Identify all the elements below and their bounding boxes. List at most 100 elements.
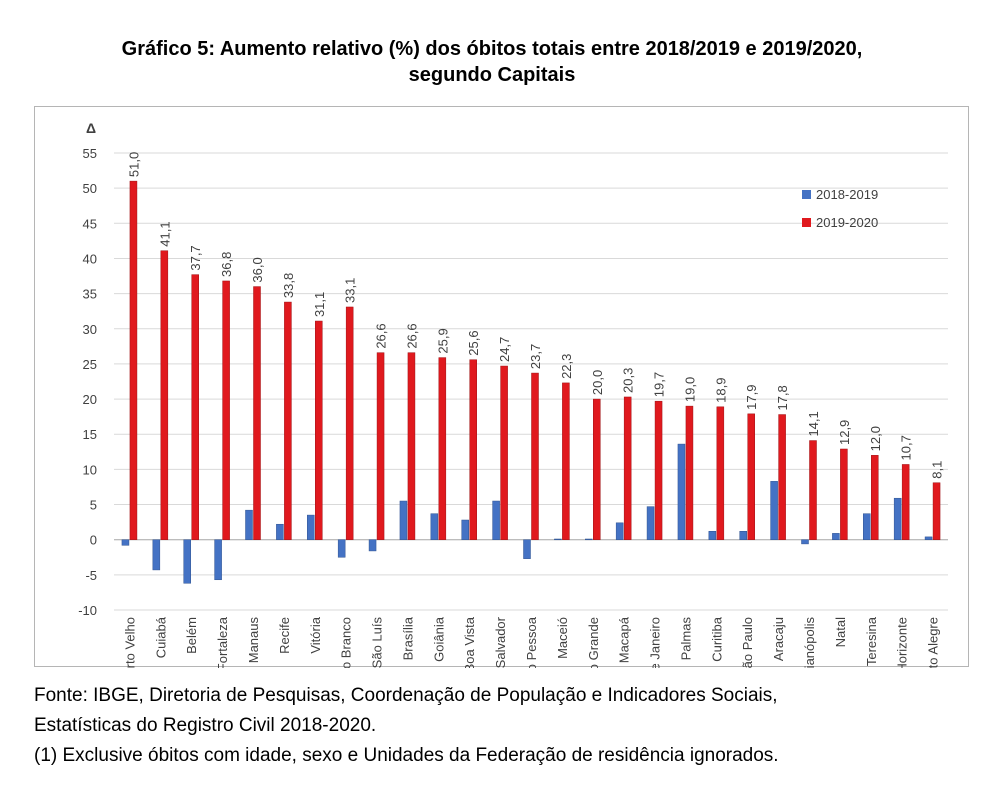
- bar-2019-2020: [562, 382, 570, 540]
- y-tick-label: 20: [83, 392, 97, 407]
- bar-2018-2019: [461, 519, 469, 540]
- data-label: 19,0: [682, 377, 697, 402]
- bar-2019-2020: [160, 250, 169, 540]
- x-tick-label: Boa Vista: [462, 616, 477, 668]
- data-label: 12,9: [837, 420, 852, 445]
- bar-2019-2020: [315, 320, 323, 540]
- x-tick-label: Teresina: [864, 616, 879, 666]
- bar-2018-2019: [801, 539, 809, 545]
- data-label: 12,0: [868, 426, 883, 451]
- chart-title: Gráfico 5: Aumento relativo (%) dos óbit…: [0, 36, 984, 88]
- data-label: 25,9: [435, 328, 450, 353]
- x-tick-label: Curitiba: [709, 616, 724, 662]
- bar-2019-2020: [747, 413, 755, 540]
- bar-2018-2019: [893, 497, 902, 540]
- data-label: 41,1: [157, 221, 172, 246]
- bar-2018-2019: [585, 538, 593, 541]
- x-tick-label: Recife: [277, 617, 292, 654]
- x-tick-label: Belo Horizonte: [895, 617, 910, 668]
- data-label: 22,3: [559, 354, 574, 379]
- bar-2018-2019: [832, 533, 840, 540]
- y-tick-label: 15: [83, 427, 97, 442]
- y-tick-label: 30: [83, 322, 97, 337]
- x-tick-label: Porto Alegre: [926, 617, 941, 668]
- x-tick-label: Maceió: [555, 617, 570, 659]
- bar-2019-2020: [129, 180, 138, 540]
- bar-2019-2020: [438, 357, 447, 540]
- bar-2018-2019: [554, 538, 562, 541]
- bar-2019-2020: [840, 448, 848, 540]
- data-label: 33,8: [281, 273, 296, 298]
- x-tick-label: Brasília: [400, 616, 415, 660]
- data-label: 14,1: [806, 411, 821, 436]
- x-tick-label: Macapá: [617, 616, 632, 663]
- x-tick-label: Palmas: [678, 617, 693, 661]
- data-label: 24,7: [497, 337, 512, 362]
- data-label: 17,9: [744, 385, 759, 410]
- data-label: 51,0: [126, 152, 141, 177]
- data-label: 18,9: [713, 377, 728, 402]
- y-tick-label: 35: [83, 287, 97, 302]
- bar-2019-2020: [654, 400, 663, 540]
- y-tick-label: 40: [83, 251, 97, 266]
- source-note-line-1: Fonte: IBGE, Diretoria de Pesquisas, Coo…: [34, 685, 778, 706]
- data-label: 26,6: [404, 323, 419, 348]
- bar-2018-2019: [677, 443, 686, 540]
- bar-2019-2020: [500, 365, 508, 540]
- chart-area: Δ 55 50 45 40 35 30 25 20 15 10 5 0 -5 -10 51,0 Porto Ve…: [34, 106, 969, 668]
- y-tick-label: 5: [90, 498, 97, 513]
- bar-2018-2019: [739, 531, 747, 540]
- legend-label-2018-2019: 2018-2019: [816, 187, 878, 202]
- bar-2018-2019: [245, 509, 253, 540]
- y-tick-label: -10: [78, 603, 97, 618]
- bar-2019-2020: [284, 301, 292, 540]
- data-label: 36,0: [250, 257, 265, 282]
- bar-2018-2019: [214, 539, 222, 581]
- bar-2019-2020: [407, 352, 416, 540]
- data-label: 25,6: [466, 330, 481, 355]
- bar-2018-2019: [368, 539, 377, 552]
- bar-2019-2020: [345, 306, 354, 540]
- bar-2018-2019: [924, 536, 933, 540]
- x-tick-label: Vitória: [308, 616, 323, 653]
- bar-2018-2019: [646, 506, 655, 540]
- x-tick-label: Florianópolis: [802, 617, 817, 668]
- bar-2018-2019: [276, 523, 284, 540]
- footnotes: Fonte: IBGE, Diretoria de Pesquisas, Coo…: [34, 681, 979, 771]
- bar-2019-2020: [376, 352, 385, 540]
- bar-2019-2020: [716, 406, 725, 540]
- data-label: 19,7: [652, 372, 667, 397]
- bar-2019-2020: [809, 440, 817, 540]
- y-tick-label: 50: [83, 181, 97, 196]
- bar-2018-2019: [430, 513, 439, 540]
- x-tick-label: Campo Grande: [586, 617, 601, 668]
- bar-2019-2020: [531, 372, 539, 540]
- bar-2018-2019: [152, 539, 161, 571]
- data-label: 33,1: [343, 278, 358, 303]
- x-tick-label: Rio de Janeiro: [648, 617, 663, 668]
- bar-2019-2020: [871, 455, 879, 540]
- bar-2018-2019: [523, 539, 531, 559]
- footnote-1: (1) Exclusive óbitos com idade, sexo e U…: [34, 745, 779, 766]
- bar-2019-2020: [191, 274, 199, 540]
- data-label: 26,6: [374, 323, 389, 348]
- data-label: 10,7: [899, 435, 914, 460]
- bar-2019-2020: [685, 405, 694, 540]
- chart-title-line-1: Gráfico 5: Aumento relativo (%) dos óbit…: [121, 38, 863, 60]
- y-axis-label: Δ: [86, 120, 96, 136]
- x-tick-label: Natal: [833, 617, 848, 647]
- data-label: 23,7: [528, 344, 543, 369]
- bar-2018-2019: [183, 539, 191, 584]
- data-label: 37,7: [188, 245, 203, 270]
- x-tick-label: Fortaleza: [215, 616, 230, 668]
- bar-2019-2020: [593, 398, 601, 540]
- data-label: 31,1: [312, 292, 327, 317]
- data-label: 20,0: [590, 370, 605, 395]
- x-tick-label: São Luís: [370, 617, 385, 668]
- data-label: 20,3: [621, 368, 636, 393]
- y-tick-label: -5: [85, 568, 97, 583]
- y-tick-label: 45: [83, 216, 97, 231]
- x-tick-label: João Pessoa: [524, 616, 539, 668]
- legend-swatch-2019-2020: [802, 218, 811, 227]
- bar-2018-2019: [121, 539, 130, 546]
